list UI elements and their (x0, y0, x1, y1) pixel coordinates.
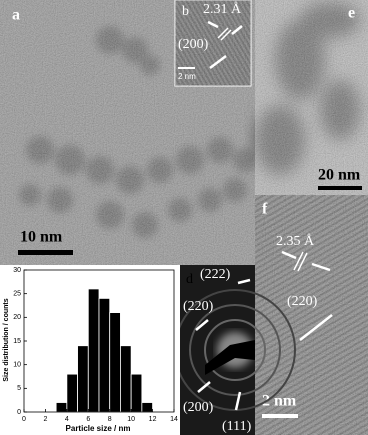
scale-bar-label: 20 nm (318, 167, 361, 184)
panel-label: f (262, 201, 268, 218)
x-tick-label: 12 (149, 416, 157, 423)
bar (109, 312, 121, 413)
scale-bar-label: 2 nm (262, 393, 297, 410)
bar (98, 297, 111, 413)
bar (130, 373, 143, 413)
x-tick-label: 0 (22, 416, 26, 423)
lattice-plane: (200) (178, 37, 209, 52)
y-tick-label: 0 (17, 409, 21, 416)
scale-bar-label: 2 nm (178, 72, 196, 81)
x-tick-label: 6 (86, 416, 90, 423)
panel-label: d (186, 272, 193, 287)
y-tick-label: 30 (13, 267, 21, 274)
y-axis-label: Size distribution / counts (3, 298, 10, 381)
panel-c: c Particle size / nm Size distribution /… (0, 265, 180, 435)
bar (87, 288, 100, 413)
bar (66, 373, 78, 413)
y-tick-label: 20 (13, 314, 21, 321)
panel-e: e 20 nm (255, 0, 368, 195)
x-tick-label: 4 (65, 416, 69, 423)
panel-label: e (348, 5, 355, 22)
panel-d: d (222) (220) (200) (111) (174, 265, 296, 435)
ring-index: (111) (222, 419, 252, 434)
bar (77, 345, 89, 413)
bar (55, 402, 68, 413)
scale-bar (18, 250, 73, 255)
x-tick-label: 10 (127, 416, 135, 423)
panel-label: a (12, 7, 20, 24)
x-tick-label: 8 (108, 416, 112, 423)
lattice-spacing: 2.35 Å (276, 233, 315, 249)
panel-label: b (182, 4, 189, 19)
x-tick-label: 14 (170, 416, 178, 423)
scale-bar-label: 10 nm (20, 229, 63, 246)
ring-index: (220) (183, 299, 214, 314)
lattice-spacing: 2.31 Å (203, 1, 242, 17)
panel-f: f 2.35 Å (220) 2 nm (255, 195, 368, 435)
x-axis-label: Particle size / nm (66, 424, 131, 433)
y-tick-label: 15 (13, 338, 21, 345)
lattice-plane: (220) (287, 294, 318, 309)
ring-index: (200) (183, 400, 214, 415)
y-tick-label: 25 (13, 291, 21, 298)
x-tick-label: 2 (43, 416, 47, 423)
panel-b: b 2.31 Å (200) 2 nm (174, 0, 252, 87)
ring-index: (222) (200, 267, 231, 282)
bar (141, 402, 153, 413)
y-tick-label: 5 (17, 385, 21, 392)
y-tick-label: 10 (13, 362, 21, 369)
bar (120, 345, 132, 413)
